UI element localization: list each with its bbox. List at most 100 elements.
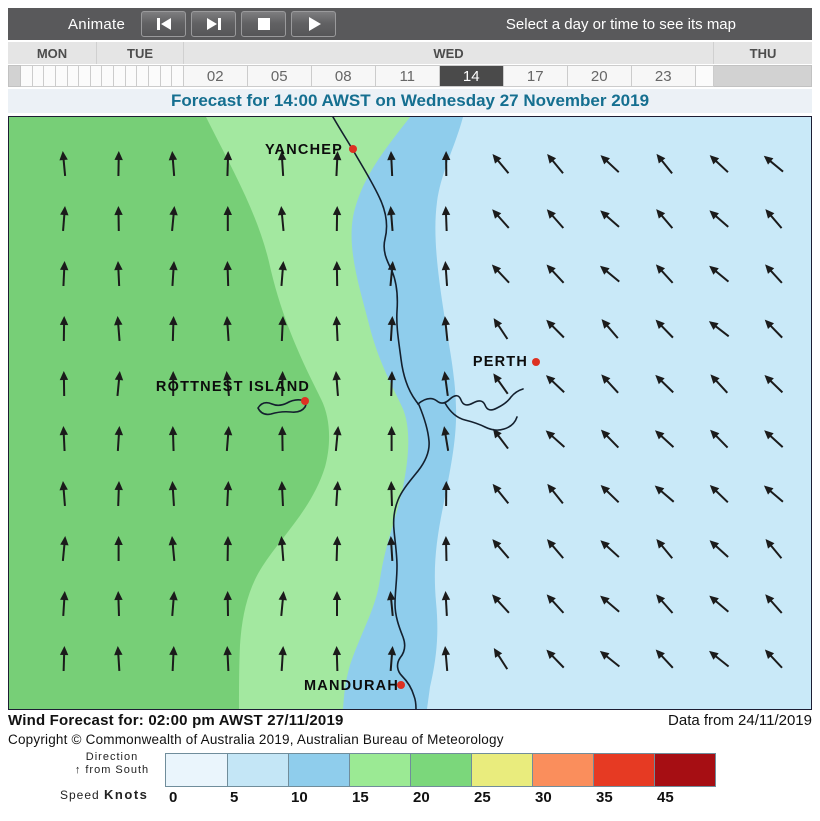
skip-to-end-button[interactable] xyxy=(191,11,237,37)
wind-arrow xyxy=(709,540,729,558)
wind-arrow xyxy=(277,536,287,562)
day-tab-tue[interactable]: TUE xyxy=(96,42,183,64)
wind-arrow xyxy=(601,374,619,394)
wind-arrow xyxy=(441,151,451,177)
time-tick-cell[interactable] xyxy=(44,65,56,87)
wind-arrow xyxy=(599,265,620,283)
legend-tick-5: 5 xyxy=(230,789,239,806)
wind-arrow xyxy=(655,319,674,339)
place-dot xyxy=(532,358,540,366)
wind-arrow xyxy=(387,591,396,617)
day-tab-thu[interactable]: THU xyxy=(713,42,812,64)
time-tick-cell[interactable] xyxy=(67,65,80,87)
wind-arrow xyxy=(547,483,564,505)
legend-tick-0: 0 xyxy=(169,789,178,806)
wind-arrow xyxy=(709,484,729,504)
wind-arrow xyxy=(492,594,510,614)
time-tick-cell[interactable] xyxy=(160,65,173,87)
time-cell-14-selected[interactable]: 14 xyxy=(439,65,504,87)
wind-arrow xyxy=(59,646,69,672)
wind-arrow xyxy=(223,536,233,562)
wind-arrow xyxy=(600,155,620,173)
wind-arrow xyxy=(709,650,730,668)
wind-arrow xyxy=(59,481,68,507)
wind-arrow xyxy=(169,206,178,232)
wind-arrow xyxy=(599,650,621,668)
wind-arrow xyxy=(332,591,342,616)
wind-arrow xyxy=(59,261,69,287)
time-cell-11[interactable]: 11 xyxy=(375,65,440,87)
legend-swatch-15 xyxy=(349,754,410,786)
wind-arrow xyxy=(387,206,396,232)
day-tab-wed[interactable]: WED xyxy=(183,42,713,64)
data-from-label: Data from 24/11/2019 xyxy=(668,712,812,729)
time-row-thu-disabled xyxy=(713,65,812,87)
wind-arrow xyxy=(223,371,232,397)
wind-arrow xyxy=(223,261,232,287)
time-selector-row: 02 05 08 11 14 17 20 23 xyxy=(8,64,812,87)
coastline xyxy=(332,116,430,710)
time-cell-02[interactable]: 02 xyxy=(183,65,248,87)
time-cell-08[interactable]: 08 xyxy=(311,65,376,87)
wind-arrow xyxy=(387,536,396,562)
time-cell-05[interactable]: 05 xyxy=(247,65,312,87)
wind-arrow xyxy=(168,426,178,452)
time-tick-cell[interactable] xyxy=(79,65,91,87)
legend-direction-label: Direction ↑ from South xyxy=(56,751,168,777)
legend-tick-20: 20 xyxy=(413,789,430,806)
wind-arrow xyxy=(546,209,565,229)
wind-arrow xyxy=(168,151,178,177)
wind-arrow xyxy=(493,648,509,670)
wind-arrow xyxy=(493,373,509,395)
place-dot xyxy=(349,145,357,153)
wind-arrow xyxy=(441,316,450,342)
time-tick-cell[interactable] xyxy=(114,65,126,87)
time-cell-20[interactable]: 20 xyxy=(567,65,632,87)
wind-arrow xyxy=(59,426,69,452)
wind-arrow xyxy=(546,319,565,339)
time-tick-cell[interactable] xyxy=(90,65,103,87)
time-tick-cell[interactable] xyxy=(21,65,33,87)
time-tick-cell[interactable] xyxy=(32,65,45,87)
play-button[interactable] xyxy=(291,11,337,37)
wind-arrow xyxy=(441,206,451,232)
wind-arrow xyxy=(60,591,69,617)
stop-button[interactable] xyxy=(241,11,287,37)
wind-forecast-map: YANCHEP PERTH ROTTNEST ISLAND MANDURAH xyxy=(8,116,812,710)
wind-arrow xyxy=(764,374,784,394)
wind-arrow xyxy=(114,151,123,177)
wind-arrow xyxy=(169,316,178,342)
wind-arrow xyxy=(709,210,729,228)
time-cell-23[interactable]: 23 xyxy=(631,65,696,87)
place-label: MANDURAH xyxy=(304,678,399,694)
time-cell-17[interactable]: 17 xyxy=(503,65,568,87)
wind-arrow xyxy=(332,316,342,342)
wind-arrow xyxy=(332,151,342,177)
time-tick-cell[interactable] xyxy=(148,65,161,87)
time-tick-cell[interactable] xyxy=(102,65,114,87)
day-tab-mon[interactable]: MON xyxy=(36,45,68,61)
skip-start-icon xyxy=(154,17,174,31)
time-tick-cell[interactable] xyxy=(172,65,184,87)
wind-arrow xyxy=(655,430,675,448)
wind-arrow xyxy=(442,481,451,507)
skip-to-start-button[interactable] xyxy=(141,11,187,37)
wind-arrow xyxy=(278,426,287,452)
wind-arrow xyxy=(387,646,397,672)
time-tick-cell[interactable] xyxy=(125,65,138,87)
wind-arrow xyxy=(114,591,123,617)
copyright-text: Copyright © Commonwealth of Australia 20… xyxy=(8,732,504,747)
wind-arrow xyxy=(223,206,232,231)
time-tick-cell[interactable] xyxy=(137,65,149,87)
time-row-spacer xyxy=(695,65,714,87)
wind-arrow xyxy=(547,153,564,174)
time-tick-cell[interactable] xyxy=(55,65,68,87)
wind-arrow xyxy=(278,646,287,672)
wind-arrow xyxy=(169,261,178,287)
wind-arrow xyxy=(168,536,178,562)
wind-arrow xyxy=(114,371,124,397)
animation-toolbar: Animate Select xyxy=(8,8,812,40)
legend-swatch-0 xyxy=(166,754,227,786)
wind-arrow xyxy=(114,646,123,672)
wind-forecast-caption: Wind Forecast for: 02:00 pm AWST 27/11/2… xyxy=(8,712,344,729)
